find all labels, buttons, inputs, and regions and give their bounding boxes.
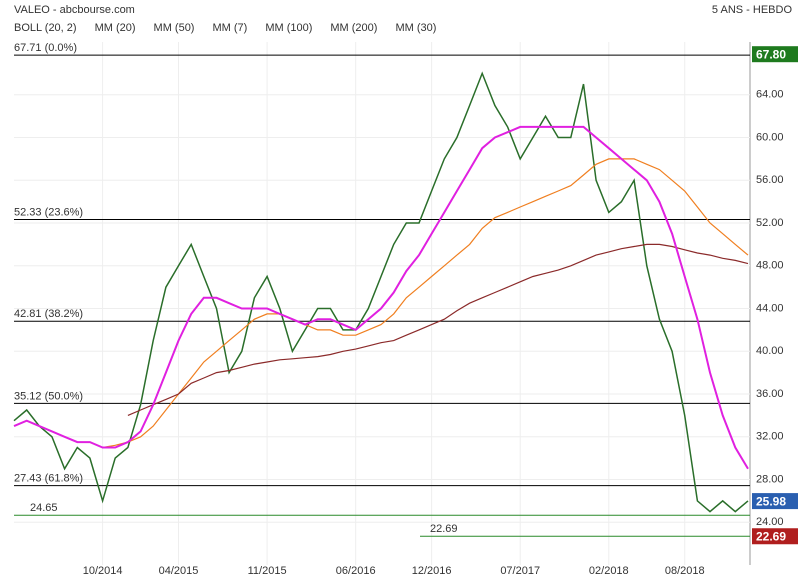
- x-tick-label: 07/2017: [500, 565, 540, 577]
- level-label: 24.65: [30, 502, 58, 514]
- price-marker: [752, 46, 798, 63]
- legend-entry: MM (30): [395, 22, 436, 34]
- legend-entry: MM (7): [212, 22, 247, 34]
- y-tick-label: 24.00: [756, 516, 784, 528]
- series-line: [102, 158, 749, 449]
- level-label: 27.43 (61.8%): [14, 473, 83, 485]
- chart-subtitle: 5 ANS - HEBDO: [712, 4, 793, 16]
- chart-title: VALEO - abcbourse.com: [14, 4, 135, 16]
- y-tick-label: 28.00: [756, 473, 784, 485]
- y-tick-label: 60.00: [756, 131, 784, 143]
- y-tick-label: 52.00: [756, 217, 784, 229]
- x-tick-label: 08/2018: [665, 565, 705, 577]
- legend-entry: MM (20): [95, 22, 136, 34]
- price-marker: [752, 528, 798, 545]
- level-label: 22.69: [430, 523, 458, 535]
- price-marker-label: 25.98: [756, 494, 786, 508]
- y-tick-label: 56.00: [756, 174, 784, 186]
- y-tick-label: 64.00: [756, 89, 784, 101]
- series-line: [13, 125, 749, 470]
- y-tick-label: 48.00: [756, 260, 784, 272]
- level-label: 52.33 (23.6%): [14, 206, 83, 218]
- price-marker-label: 67.80: [756, 47, 786, 61]
- x-tick-label: 04/2015: [159, 565, 199, 577]
- series-line: [127, 243, 749, 416]
- price-marker-label: 22.69: [756, 529, 786, 543]
- level-label: 42.81 (38.2%): [14, 308, 83, 320]
- y-tick-label: 44.00: [756, 302, 784, 314]
- level-label: 67.71 (0.0%): [14, 42, 77, 54]
- legend-entry: MM (100): [265, 22, 312, 34]
- y-tick-label: 32.00: [756, 431, 784, 443]
- y-tick-label: 40.00: [756, 345, 784, 357]
- x-tick-label: 06/2016: [336, 565, 376, 577]
- level-label: 35.12 (50.0%): [14, 390, 83, 402]
- legend-entry: MM (50): [154, 22, 195, 34]
- x-tick-label: 02/2018: [589, 565, 629, 577]
- x-tick-label: 10/2014: [83, 565, 123, 577]
- price-marker: [752, 493, 798, 510]
- legend-entry: MM (200): [330, 22, 377, 34]
- x-tick-label: 12/2016: [412, 565, 452, 577]
- series-line: [13, 71, 749, 513]
- y-tick-label: 36.00: [756, 388, 784, 400]
- legend-entry: BOLL (20, 2): [14, 22, 77, 34]
- x-tick-label: 11/2015: [248, 565, 287, 577]
